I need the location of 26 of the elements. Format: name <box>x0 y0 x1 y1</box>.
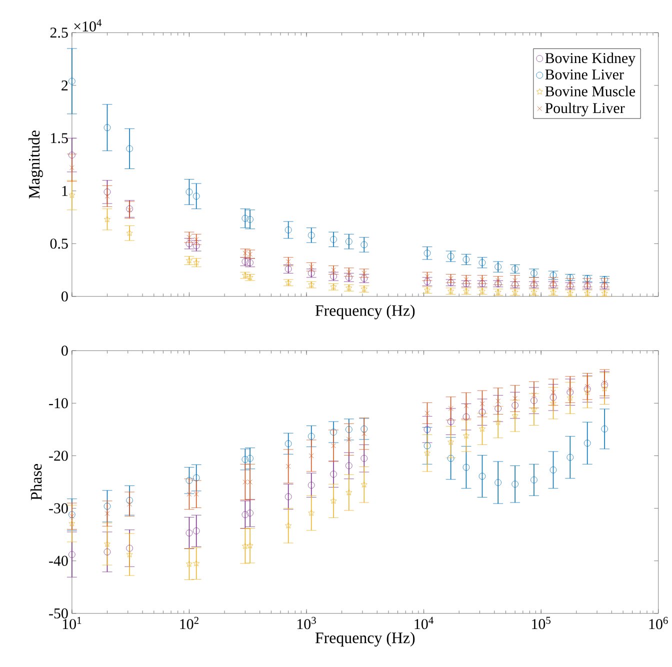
y-tick-label: 0 <box>62 345 68 356</box>
legend-label: Bovine Muscle <box>545 86 636 96</box>
y-tick-label: -50 <box>49 608 68 618</box>
y-axis-title: Phase <box>30 464 42 500</box>
y-tick-label: 0.5 <box>50 238 68 249</box>
y-tick-label: 2.5 <box>50 27 68 38</box>
x-tick-label: 10$^{6}$ <box>649 616 668 629</box>
x-axis-title: Frequency (Hz) <box>315 632 415 646</box>
y-tick-label: 1 <box>62 186 68 196</box>
legend-label: Bovine Kidney <box>545 52 636 66</box>
y-tick-label: 2 <box>62 80 68 90</box>
y-tick-label: -20 <box>49 450 68 461</box>
x-tick-label: 10$^{5}$ <box>532 616 550 629</box>
x-tick-label: 10$^{4}$ <box>414 616 434 629</box>
y-tick-label: 0 <box>62 291 68 302</box>
legend-label: Poultry Liver <box>545 102 625 116</box>
text: ×10$^{4}$ <box>74 19 102 32</box>
legend-label: Bovine Liver <box>545 69 624 80</box>
x-tick-label: 10$^{3}$ <box>297 616 316 629</box>
x-tick-label: 10$^{2}$ <box>180 616 198 629</box>
x-axis-title: Frequency (Hz) <box>315 304 415 320</box>
y-tick-label: -40 <box>49 556 68 566</box>
y-tick-label: -30 <box>49 503 68 514</box>
y-tick-label: -10 <box>49 398 68 408</box>
y-axis-title: Magnitude <box>28 130 43 198</box>
y-tick-label: 1.5 <box>51 132 68 144</box>
